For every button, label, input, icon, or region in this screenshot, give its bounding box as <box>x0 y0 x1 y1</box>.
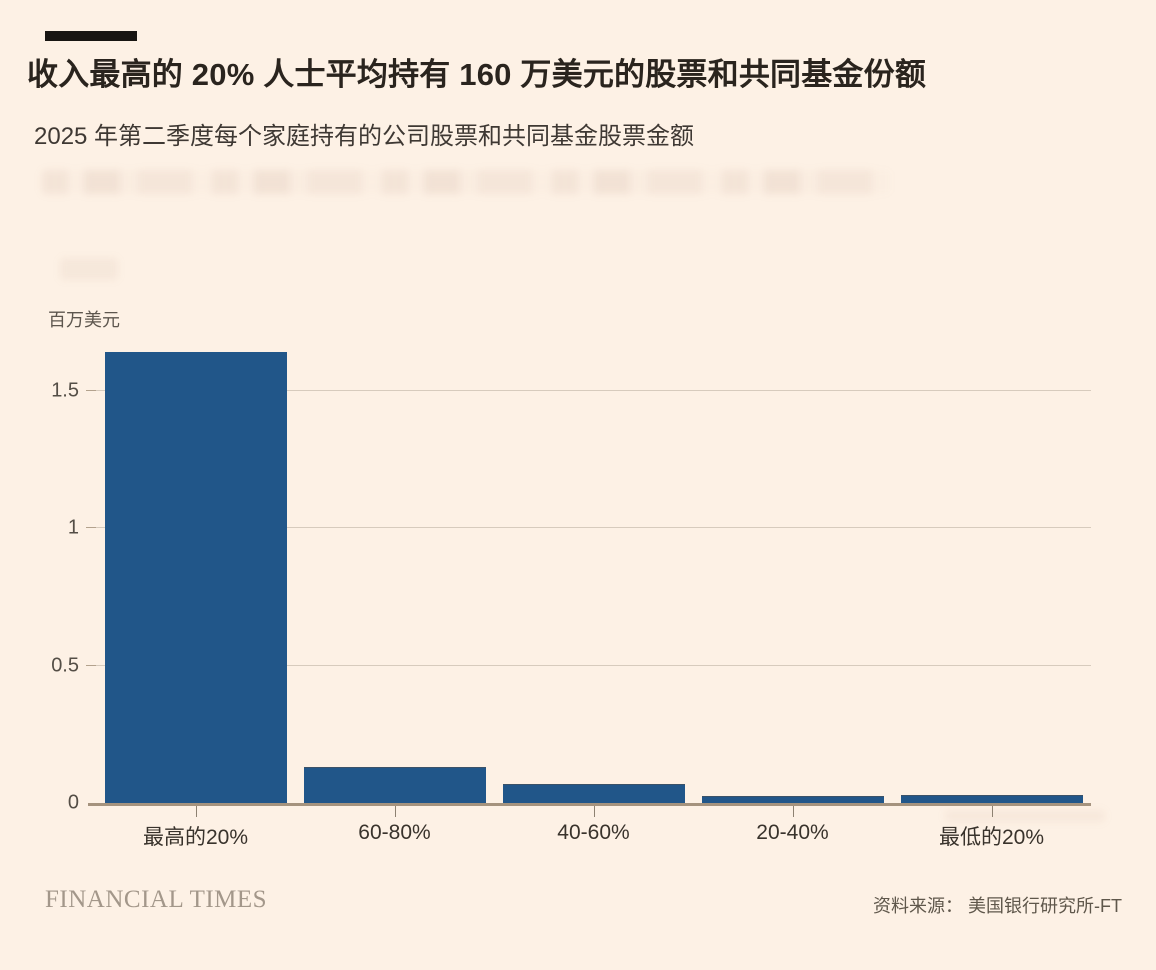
y-axis-unit-label: 百万美元 <box>48 310 120 330</box>
x-axis-tick <box>195 806 197 817</box>
x-tick-label: 最低的20% <box>938 826 1045 849</box>
x-tick-label: 60-80% <box>358 821 431 844</box>
gridline <box>96 527 1091 528</box>
chart-title: 收入最高的 20% 人士平均持有 160 万美元的股票和共同基金份额 <box>27 57 927 92</box>
bar <box>701 796 884 803</box>
x-category: 40-60% <box>494 806 693 851</box>
y-tick-label: 0 <box>67 791 79 814</box>
x-axis-line <box>88 803 1091 806</box>
gridline <box>96 389 1091 391</box>
bars-row <box>96 333 1091 803</box>
bar <box>502 783 685 803</box>
x-axis-labels: 最高的20% 60-80% 40-60% 20-40% 最低的20% <box>96 806 1091 851</box>
title-accent-bar <box>45 31 137 41</box>
chart-subtitle: 2025 年第二季度每个家庭持有的公司股票和共同基金股票金额 <box>34 123 695 150</box>
plot-area: 0 0.5 1 1.5 <box>51 333 1091 814</box>
bar-slot <box>892 333 1091 803</box>
x-category: 最低的20% <box>892 806 1091 851</box>
x-axis-tick <box>792 806 794 817</box>
ghost-text-artifact <box>42 170 890 194</box>
y-tick-label: 0.5 <box>51 654 79 676</box>
x-axis-tick <box>593 806 595 817</box>
x-axis-tick <box>991 806 993 817</box>
bar <box>303 767 486 803</box>
bar-slot <box>494 333 693 803</box>
source-note: 资料来源： 美国银行研究所-FT <box>873 896 1122 916</box>
bar <box>900 794 1083 803</box>
x-category: 20-40% <box>693 806 892 851</box>
bar-slot <box>295 333 494 803</box>
y-axis-tick <box>86 527 96 528</box>
x-category: 最高的20% <box>96 806 295 851</box>
x-tick-label: 40-60% <box>557 821 630 844</box>
x-tick-label: 20-40% <box>756 821 829 844</box>
y-axis-tick <box>86 389 96 391</box>
bar-slot <box>96 333 295 803</box>
ghost-text-artifact <box>60 258 118 280</box>
y-axis-tick <box>86 664 96 666</box>
x-tick-label: 最高的20% <box>142 826 249 849</box>
gridline <box>96 664 1091 666</box>
y-tick-label: 1.5 <box>51 379 79 401</box>
x-category: 60-80% <box>295 806 494 851</box>
bar-slot <box>693 333 892 803</box>
bar <box>104 352 287 803</box>
x-axis-tick <box>394 806 396 817</box>
bar-chart: 0 0.5 1 1.5 最高的20% 60-80% 40-60% 20-40% 最低的20% <box>51 333 1091 849</box>
y-tick-label: 1 <box>67 516 79 539</box>
ft-logo-text: FINANCIAL TIMES <box>45 886 268 913</box>
